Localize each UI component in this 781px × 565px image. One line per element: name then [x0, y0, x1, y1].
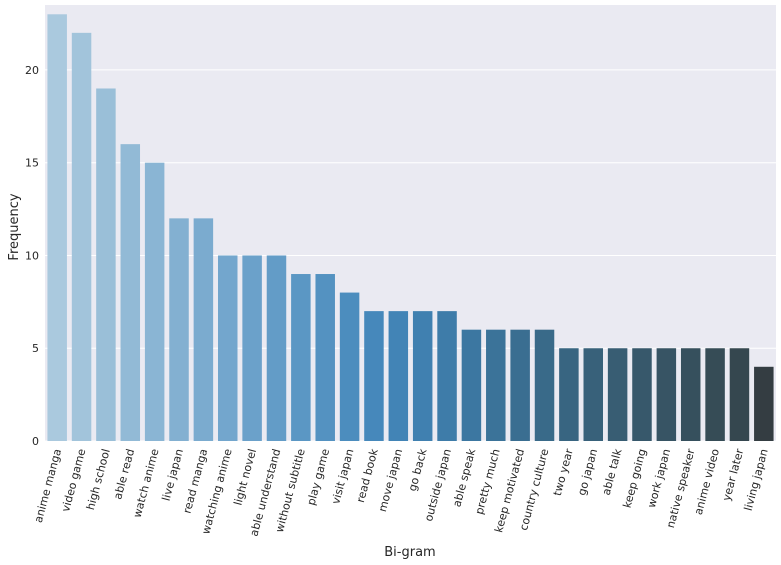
x-tick-label: read book [354, 447, 381, 504]
bar [71, 32, 92, 442]
bar [169, 218, 189, 441]
bar [412, 311, 433, 441]
bar [47, 14, 67, 441]
y-tick-label: 20 [25, 64, 39, 77]
bar [120, 144, 141, 442]
x-tick-label: keep going [621, 447, 649, 509]
bar [632, 348, 652, 441]
bar [656, 348, 677, 441]
bar [461, 329, 482, 441]
x-axis-label: Bi-gram [384, 545, 435, 560]
x-tick-label: light novel [231, 447, 259, 506]
x-tick-label: go back [406, 447, 430, 493]
x-tick-label: move japan [376, 447, 405, 513]
plot-area [45, 5, 776, 441]
bar [364, 311, 384, 441]
bar [486, 329, 506, 441]
bar [315, 274, 335, 441]
bar [144, 162, 165, 441]
y-tick-label: 10 [25, 249, 39, 262]
gridlines [45, 69, 776, 442]
bar [559, 348, 579, 441]
bar [242, 255, 262, 441]
x-tick-label: live japan [160, 447, 186, 502]
bar [437, 311, 457, 441]
x-tick-label: two year [551, 447, 576, 497]
x-tick-label: watch anime [131, 447, 162, 519]
bar [266, 255, 287, 441]
y-axis-label: Frequency [7, 193, 22, 260]
x-tick-label: year later [720, 447, 747, 502]
x-tick-label: visit japan [329, 447, 356, 505]
x-tick-label: work japan [645, 447, 673, 509]
x-tick-label: able speak [450, 447, 478, 509]
x-tick-label: play game [305, 447, 333, 507]
x-tick-label: anime manga [32, 447, 64, 524]
x-tick-label: able read [111, 447, 137, 500]
x-tick-label: video game [59, 447, 88, 513]
bar [607, 348, 628, 441]
bar [510, 329, 530, 441]
bar [291, 274, 311, 441]
bar [96, 88, 116, 441]
bar [583, 348, 603, 441]
y-tick-label: 15 [25, 157, 39, 170]
bar [705, 348, 725, 441]
bar [193, 218, 214, 441]
bar [339, 292, 360, 441]
bar [388, 311, 409, 441]
y-axis-ticks: 0 5 10 15 20 [25, 64, 39, 448]
x-tick-label: able talk [600, 447, 625, 497]
y-tick-label: 0 [32, 435, 39, 448]
bar [680, 348, 701, 441]
bar [754, 366, 774, 441]
x-tick-label: anime video [692, 447, 722, 516]
bar [729, 348, 750, 441]
bar [534, 329, 555, 441]
y-tick-label: 5 [32, 342, 39, 355]
x-tick-label: go japan [575, 447, 600, 496]
x-tick-label: high school [84, 447, 113, 511]
bar [218, 255, 238, 441]
x-tick-label: living japan [742, 447, 771, 512]
bars [47, 14, 774, 442]
